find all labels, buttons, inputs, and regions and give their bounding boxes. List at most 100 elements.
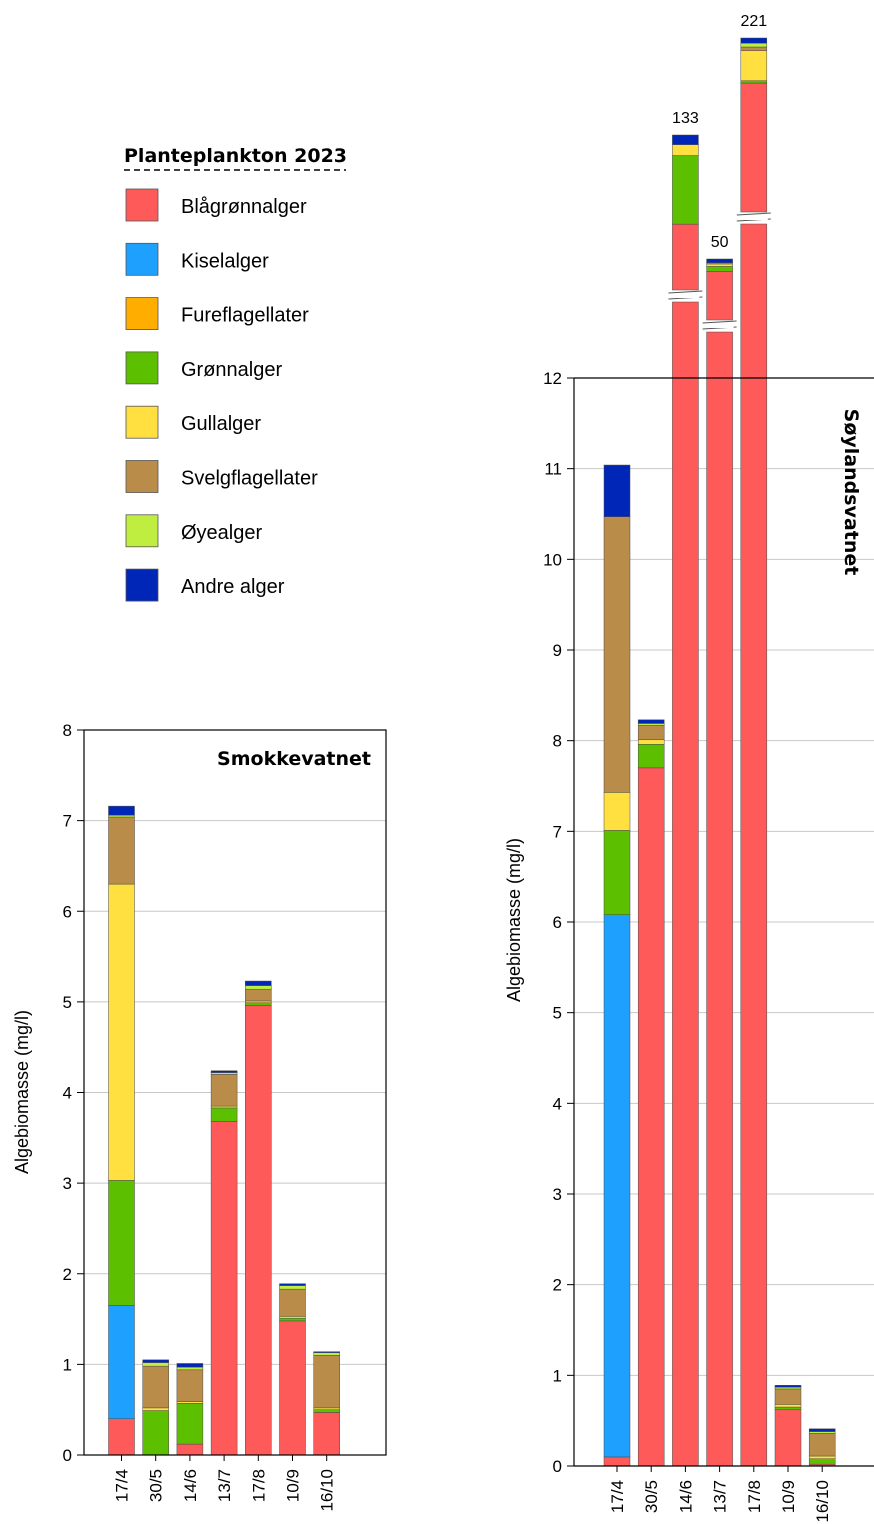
y-tick-label: 4 <box>63 1084 72 1103</box>
legend-label-gullalger: Gullalger <box>181 413 261 435</box>
bar-segment <box>108 883 135 1181</box>
x-tick-label: 14/6 <box>676 1480 695 1513</box>
bar-segment <box>706 258 733 263</box>
bar-segment <box>279 1288 306 1317</box>
y-tick-label: 6 <box>553 913 562 932</box>
bar-segment <box>774 1406 802 1411</box>
y-tick-label: 7 <box>553 822 562 841</box>
bar-segment <box>637 719 665 724</box>
bar-segment <box>774 1386 802 1390</box>
bar-segment <box>706 271 733 321</box>
legend-label-kiselalger: Kiselalger <box>181 250 269 272</box>
y-tick-label: 12 <box>543 369 562 388</box>
y-tick-label: 11 <box>544 460 562 479</box>
legend-label-gronnalger: Grønnalger <box>181 359 282 381</box>
x-tick-label: 30/5 <box>642 1480 661 1513</box>
bar-segment <box>774 1385 802 1388</box>
bar-segment <box>740 50 768 81</box>
bar-segment <box>142 1359 169 1363</box>
y-tick-label: 0 <box>553 1457 562 1476</box>
y-tick-label: 1 <box>63 1355 72 1374</box>
bar-segment <box>637 767 665 1467</box>
bar-segment <box>740 80 768 84</box>
bar-segment <box>279 1320 306 1456</box>
bar-segment <box>672 134 699 145</box>
legend-items: Blågrønnalger Kiselalger Fureflagellater Gr… <box>125 188 318 602</box>
bar-segment <box>808 1455 836 1459</box>
bar-segment <box>279 1283 306 1286</box>
bar-total-label: 50 <box>711 234 729 251</box>
axis-break-gap <box>739 216 768 220</box>
bar-segment <box>603 830 631 915</box>
x-axis-ticks: 17/4 30/5 14/6 13/7 17/8 10/9 16/10 <box>608 1466 832 1523</box>
legend-title: Planteplankton 2023 <box>124 145 347 167</box>
axis-break-mark <box>736 212 771 216</box>
bar-total-label: 221 <box>740 13 767 30</box>
bar-total-label: 133 <box>672 110 699 127</box>
bar-segment <box>637 725 665 741</box>
legend-label-oyealger: Øyealger <box>181 522 262 544</box>
bar-segment <box>210 1074 238 1107</box>
bar-segment <box>245 988 272 1002</box>
x-tick-label: 17/8 <box>745 1480 764 1513</box>
bar-segment <box>313 1352 340 1356</box>
bar-segment <box>245 1005 272 1456</box>
bar-segment <box>210 1121 238 1456</box>
bar-segment <box>279 1285 306 1290</box>
y-axis-label: Algebiomasse (mg/l) <box>12 1010 32 1174</box>
y-tick-label: 0 <box>63 1446 72 1465</box>
bar-segment <box>210 1105 238 1109</box>
legend-swatch-kiselalger <box>125 242 159 276</box>
bar-segment <box>313 1407 340 1410</box>
y-axis-ticks: 0 1 2 3 4 5 6 7 8 <box>63 721 84 1465</box>
y-tick-label: 1 <box>553 1366 562 1385</box>
bar-segment <box>603 516 631 793</box>
legend-label-svelgflagellater: Svelgflagellater <box>181 468 318 490</box>
x-tick-label: 17/4 <box>113 1469 132 1502</box>
bar-segment <box>176 1369 204 1402</box>
bar-segment <box>774 1404 802 1408</box>
bars: 133 50 221 <box>603 13 836 1467</box>
bar-segment <box>808 1458 836 1465</box>
bar-segment <box>210 1070 238 1073</box>
y-tick-label: 3 <box>553 1185 562 1204</box>
bar-segment <box>740 37 768 44</box>
x-axis-ticks: 17/4 30/5 14/6 13/7 17/8 10/9 16/10 <box>113 1455 337 1512</box>
legend-swatch-blagronnalger <box>125 188 159 222</box>
chart-title: Søylandsvatnet <box>840 409 862 576</box>
bar-segment <box>108 1180 135 1306</box>
y-tick-label: 6 <box>63 902 72 921</box>
bar-segment <box>808 1433 836 1457</box>
bar-segment <box>108 1305 135 1419</box>
bar-segment <box>142 1365 169 1409</box>
axis-break-mark <box>668 290 703 294</box>
legend-label-andre: Andre alger <box>181 576 285 598</box>
bar-segment <box>808 1431 836 1434</box>
bar-segment <box>313 1355 340 1409</box>
y-tick-label: 2 <box>553 1276 562 1295</box>
bar-segment <box>774 1409 802 1467</box>
bar-segment <box>176 1366 204 1371</box>
bar-segment <box>313 1412 340 1456</box>
y-tick-label: 7 <box>63 812 72 831</box>
bar-segment <box>808 1428 836 1432</box>
y-tick-label: 5 <box>63 993 72 1012</box>
bar-segment <box>176 1363 204 1368</box>
bar-segment <box>142 1407 169 1411</box>
x-tick-label: 30/5 <box>147 1469 166 1502</box>
bar-segment <box>142 1410 169 1456</box>
bar-segment <box>176 1443 204 1456</box>
y-tick-label: 2 <box>63 1265 72 1284</box>
bar-segment <box>774 1388 802 1405</box>
bar-segment <box>603 792 631 831</box>
legend-swatch-andre <box>125 568 159 602</box>
y-tick-label: 9 <box>553 641 562 660</box>
x-tick-label: 16/10 <box>318 1469 337 1512</box>
bar-segment <box>706 266 733 272</box>
bar-segment <box>603 464 631 517</box>
x-tick-label: 10/9 <box>779 1480 798 1513</box>
bar-segment <box>637 723 665 726</box>
